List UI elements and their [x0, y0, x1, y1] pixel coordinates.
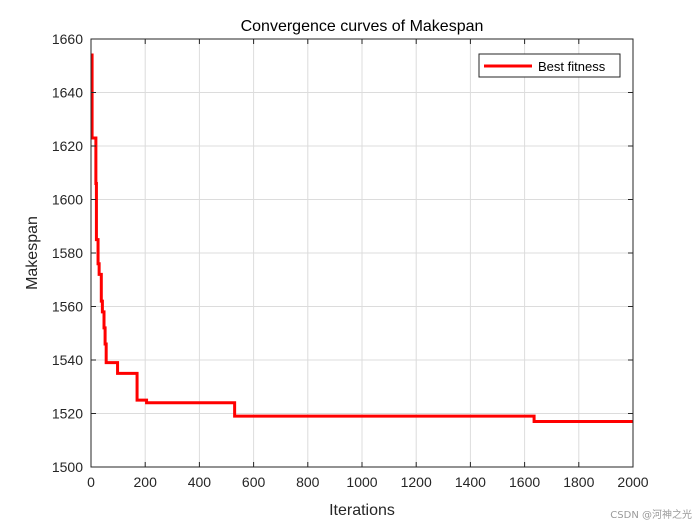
chart-title: Convergence curves of Makespan: [241, 18, 484, 35]
x-tick-label: 1000: [346, 474, 377, 490]
x-tick-label: 400: [188, 474, 212, 490]
legend-label: Best fitness: [538, 59, 606, 74]
x-axis-label: Iterations: [329, 502, 395, 519]
y-tick-label: 1560: [52, 299, 83, 315]
y-tick-label: 1540: [52, 352, 83, 368]
y-tick-label: 1620: [52, 138, 83, 154]
legend: Best fitness: [478, 53, 621, 78]
x-tick-label: 2000: [617, 474, 648, 490]
y-tick-label: 1520: [52, 406, 83, 422]
series-line-best-fitness: [90, 53, 633, 424]
x-tick-label: 200: [134, 474, 158, 490]
ticks: [90, 38, 634, 468]
x-tick-label: 1600: [509, 474, 540, 490]
watermark: CSDN @河神之光: [610, 510, 692, 521]
x-tick-label: 0: [87, 474, 95, 490]
y-tick-label: 1600: [52, 192, 83, 208]
y-tick-label: 1660: [52, 31, 83, 47]
x-tick-label: 600: [242, 474, 266, 490]
legend-box: [478, 53, 621, 78]
series-layer: [90, 53, 633, 424]
grid: [91, 39, 633, 467]
x-tick-label: 1400: [455, 474, 486, 490]
x-tick-label: 1200: [401, 474, 432, 490]
y-tick-label: 1580: [52, 245, 83, 261]
y-tick-label: 1640: [52, 85, 83, 101]
x-tick-label: 800: [296, 474, 320, 490]
tick-labels: 0 200 400 600 800 1000 1200 1400 1600 1800 2000 150…: [52, 31, 649, 490]
y-axis-label: Makespan: [24, 216, 41, 290]
x-tick-label: 1800: [563, 474, 594, 490]
y-tick-label: 1500: [52, 459, 83, 475]
